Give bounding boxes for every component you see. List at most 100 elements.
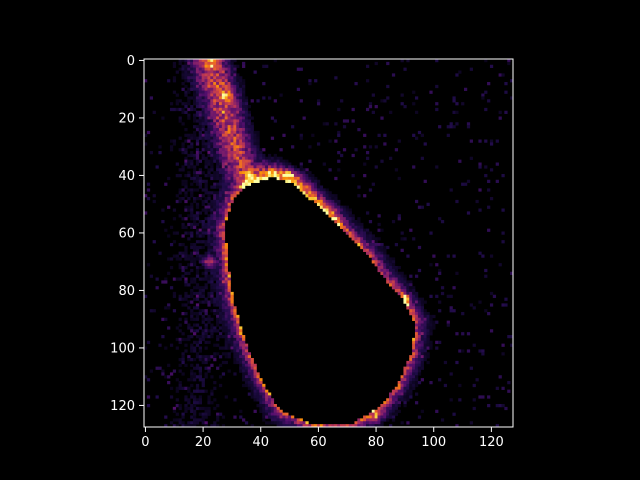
heatmap-cell	[213, 274, 217, 278]
heatmap-cell	[216, 418, 220, 422]
heatmap-cell	[412, 297, 416, 301]
heatmap-cell	[190, 294, 194, 298]
heatmap-cell	[233, 398, 237, 402]
heatmap-cell	[250, 392, 254, 396]
heatmap-cell	[204, 274, 208, 278]
heatmap-cell	[201, 225, 205, 229]
heatmap-cell	[242, 335, 246, 339]
heatmap-cell	[334, 202, 338, 206]
heatmap-cell	[224, 314, 228, 319]
heatmap-cell	[322, 205, 326, 209]
heatmap-cell	[172, 418, 177, 422]
heatmap-cell	[230, 130, 234, 135]
heatmap-cell	[244, 366, 249, 370]
heatmap-cell	[247, 153, 252, 158]
heatmap-cell	[489, 197, 494, 201]
heatmap-cell	[250, 372, 254, 376]
heatmap-cell	[242, 176, 246, 181]
heatmap-cell	[305, 174, 309, 178]
heatmap-cell	[184, 102, 188, 106]
heatmap-cell	[195, 329, 200, 333]
heatmap-cell	[213, 309, 217, 313]
heatmap-cell	[210, 84, 214, 89]
heatmap-cell	[172, 208, 177, 212]
heatmap-cell	[233, 194, 237, 198]
heatmap-cell	[484, 274, 488, 278]
heatmap-cell	[256, 179, 260, 183]
heatmap-cell	[432, 326, 436, 330]
heatmap-cell	[210, 389, 214, 393]
heatmap-cell	[406, 289, 410, 293]
heatmap-cell	[190, 208, 194, 212]
heatmap-cell	[230, 145, 234, 149]
heatmap-cell	[167, 205, 171, 209]
heatmap-cell	[221, 245, 226, 250]
heatmap-cell	[236, 156, 240, 160]
heatmap-cell	[296, 176, 301, 181]
heatmap-cell	[397, 392, 401, 396]
heatmap-cell	[204, 96, 208, 100]
heatmap-cell	[224, 110, 228, 114]
heatmap-cell	[455, 271, 459, 275]
heatmap-cell	[144, 346, 148, 350]
heatmap-cell	[325, 194, 329, 198]
heatmap-cell	[417, 245, 422, 250]
heatmap-cell	[221, 133, 226, 137]
heatmap-cell	[201, 360, 205, 365]
heatmap-cell	[420, 366, 424, 370]
heatmap-cell	[391, 406, 396, 411]
heatmap-cell	[414, 317, 419, 321]
heatmap-cell	[218, 102, 223, 106]
heatmap-cell	[403, 395, 407, 399]
heatmap-cell	[201, 188, 205, 192]
heatmap-cell	[227, 205, 231, 209]
heatmap-cell	[195, 352, 200, 356]
heatmap-cell	[389, 409, 393, 413]
heatmap-cell	[227, 93, 231, 97]
heatmap-cell	[218, 220, 223, 224]
heatmap-cell	[198, 136, 202, 140]
heatmap-cell	[406, 378, 410, 382]
heatmap-cell	[449, 188, 453, 192]
heatmap-cell	[221, 76, 226, 80]
heatmap-cell	[406, 398, 410, 402]
heatmap-cell	[328, 197, 332, 201]
heatmap-cell	[299, 168, 303, 172]
heatmap-cell	[216, 191, 220, 195]
heatmap-cell	[250, 139, 254, 143]
heatmap-cell	[308, 145, 312, 149]
heatmap-cell	[195, 99, 200, 103]
heatmap-cell	[207, 202, 211, 206]
heatmap-cell	[386, 257, 390, 261]
heatmap-cell	[299, 182, 303, 186]
heatmap-cell	[158, 145, 162, 149]
heatmap-cell	[319, 197, 324, 201]
heatmap-cell	[380, 257, 384, 261]
heatmap-cell	[230, 317, 234, 321]
heatmap-cell	[250, 360, 254, 365]
heatmap-cell	[391, 263, 396, 267]
heatmap-cell	[250, 136, 254, 140]
heatmap-cell	[406, 363, 410, 367]
heatmap-cell	[259, 174, 263, 178]
heatmap-cell	[204, 217, 208, 221]
heatmap-cell	[478, 162, 482, 166]
heatmap-cell	[218, 153, 223, 158]
heatmap-cell	[420, 363, 424, 367]
heatmap-cell	[331, 208, 335, 212]
heatmap-cell	[221, 297, 226, 301]
heatmap-cell	[400, 375, 404, 379]
heatmap-cell	[178, 199, 182, 204]
heatmap-cell	[210, 268, 214, 273]
heatmap-cell	[469, 366, 473, 370]
heatmap-cell	[377, 222, 381, 227]
heatmap-cell	[207, 248, 211, 252]
heatmap-cell	[233, 125, 237, 129]
heatmap-cell	[216, 263, 220, 267]
heatmap-cell	[293, 174, 298, 178]
heatmap-cell	[230, 303, 234, 307]
heatmap-cell	[224, 329, 228, 333]
heatmap-cell	[201, 76, 205, 80]
heatmap-cell	[412, 314, 416, 319]
heatmap-cell	[233, 317, 237, 321]
